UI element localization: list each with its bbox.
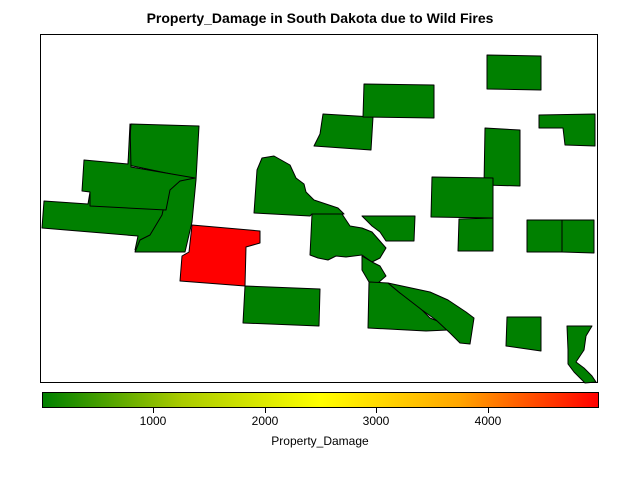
legend-tick-label: 3000: [362, 414, 390, 428]
county-5: [242, 285, 321, 327]
legend-label: Property_Damage: [271, 434, 369, 448]
legend-tick: [153, 408, 154, 413]
county-8: [361, 215, 416, 242]
legend-tick: [488, 408, 489, 413]
county-15: [538, 113, 596, 147]
legend-tick: [265, 408, 266, 413]
county-14: [486, 54, 542, 91]
county-16: [483, 127, 521, 187]
county-21: [505, 316, 542, 352]
county-20: [561, 219, 595, 254]
county-4: [179, 224, 261, 287]
map-title: Property_Damage in South Dakota due to W…: [146, 10, 494, 26]
county-12: [313, 113, 374, 151]
county-22: [566, 325, 597, 384]
county-9: [361, 255, 387, 284]
county-17: [430, 176, 494, 219]
county-6: [253, 155, 345, 217]
county-13: [362, 83, 435, 119]
legend-tick-label: 1000: [139, 414, 167, 428]
county-11: [387, 282, 475, 345]
county-18: [457, 217, 494, 252]
legend-tick-label: 4000: [474, 414, 502, 428]
legend-tick-label: 2000: [251, 414, 279, 428]
legend-tick: [376, 408, 377, 413]
county-3: [81, 123, 196, 211]
map-frame: [40, 34, 598, 383]
legend-color-bar: [42, 392, 599, 408]
county-19: [526, 219, 563, 253]
